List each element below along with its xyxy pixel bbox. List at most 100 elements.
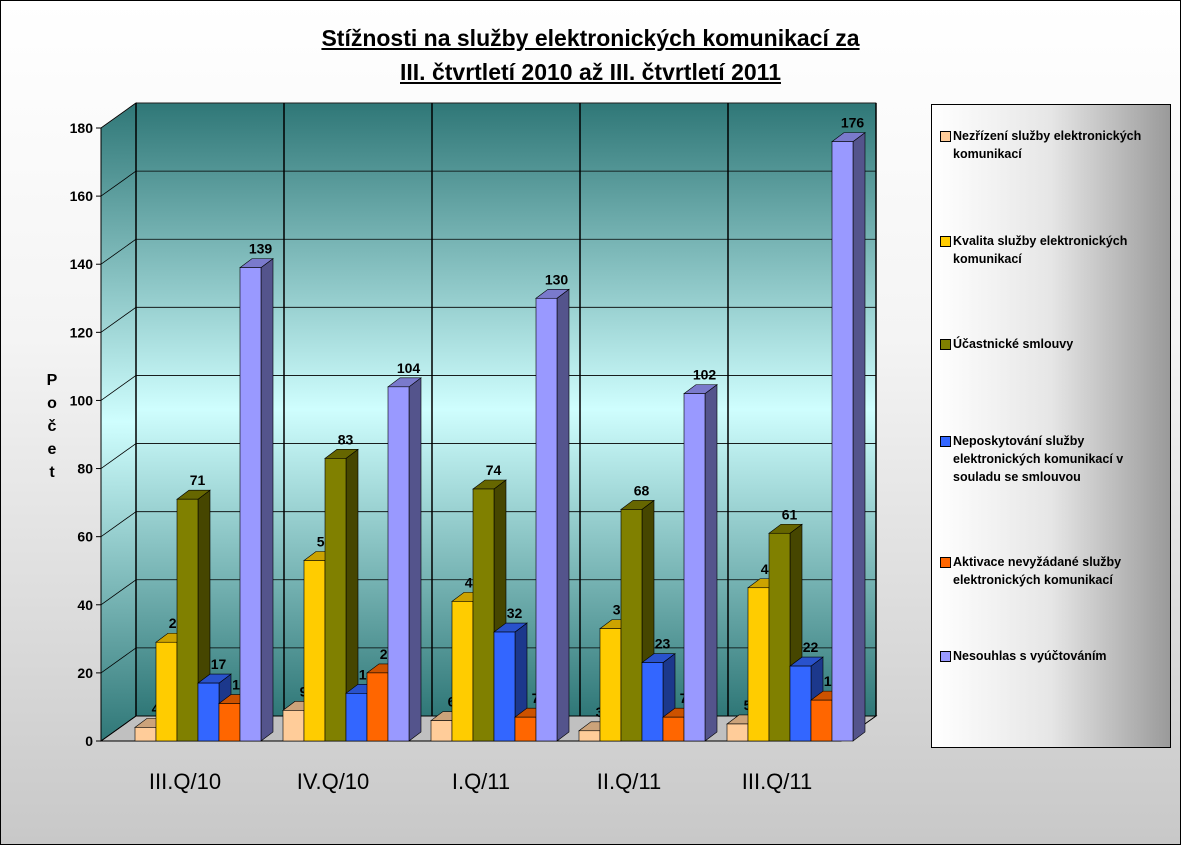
x-tick-label: III.Q/10 xyxy=(149,769,221,794)
data-label: 9 xyxy=(300,683,308,699)
y-tick-label: 100 xyxy=(70,392,94,408)
legend-label: Účastnické smlouvy xyxy=(953,337,1074,351)
grid-line xyxy=(100,102,137,129)
legend-label: Kvalita služby elektronických komunikací xyxy=(953,234,1128,266)
bar xyxy=(662,716,685,742)
x-tick-label: IV.Q/10 xyxy=(297,769,370,794)
bar xyxy=(789,665,812,742)
bar-side xyxy=(704,384,718,742)
bar xyxy=(218,703,241,742)
y-tick-label: 160 xyxy=(70,188,94,204)
bar-side xyxy=(852,132,866,742)
bar xyxy=(641,662,664,742)
data-label: 22 xyxy=(803,639,819,655)
bar xyxy=(451,601,474,742)
bar xyxy=(239,267,262,742)
bar xyxy=(747,587,770,742)
chart-title: Stížnosti na služby elektronických komun… xyxy=(1,21,1180,89)
title-line: Stížnosti na služby elektronických komun… xyxy=(321,25,860,51)
data-label: 104 xyxy=(397,360,421,376)
bar xyxy=(134,727,157,742)
bar-side xyxy=(260,258,274,742)
legend-entry: Aktivace nevyžádané služby elektronickýc… xyxy=(940,553,1162,589)
bar xyxy=(620,509,643,742)
y-tick-label: 20 xyxy=(77,665,93,681)
data-label: 17 xyxy=(211,656,227,672)
legend-swatch xyxy=(940,436,951,447)
bar xyxy=(810,699,833,742)
grid-line xyxy=(100,170,137,197)
grid-line xyxy=(100,715,137,742)
legend-label: Nesouhlas s vyúčtováním xyxy=(953,649,1107,663)
data-label: 74 xyxy=(486,462,502,478)
legend-entry: Kvalita služby elektronických komunikací xyxy=(940,232,1162,268)
y-tick-label: 80 xyxy=(77,461,93,477)
data-label: 71 xyxy=(190,472,206,488)
grid-line xyxy=(100,443,137,469)
bar xyxy=(303,560,326,742)
legend-entry: Neposkytování služby elektronických komu… xyxy=(940,432,1162,486)
legend-entry: Nezřízení služby elektronických komunika… xyxy=(940,127,1162,163)
bar xyxy=(514,716,537,742)
bar xyxy=(599,628,622,742)
bar xyxy=(726,723,749,742)
data-label: 23 xyxy=(655,636,671,652)
bar xyxy=(282,710,305,742)
bar xyxy=(493,631,516,742)
y-tick-label: 0 xyxy=(85,733,93,749)
grid-line xyxy=(100,511,137,537)
data-label: 61 xyxy=(782,506,798,522)
bar xyxy=(366,672,389,742)
data-label: 6 xyxy=(448,694,456,710)
bar xyxy=(155,641,178,742)
grid-line xyxy=(100,647,137,674)
bar xyxy=(324,458,347,742)
data-label: 102 xyxy=(693,367,717,383)
legend-label: Neposkytování služby elektronických komu… xyxy=(953,434,1124,484)
y-axis-label: Počet xyxy=(46,372,58,481)
legend-entry: Účastnické smlouvy xyxy=(940,335,1162,353)
legend-entry: Nesouhlas s vyúčtováním xyxy=(940,647,1162,665)
x-tick-label: II.Q/11 xyxy=(597,769,661,794)
legend-swatch xyxy=(940,236,951,247)
data-label: 3 xyxy=(596,704,604,720)
bar xyxy=(176,498,199,742)
data-label: 4 xyxy=(152,700,160,716)
data-label: 32 xyxy=(507,605,523,621)
legend-swatch xyxy=(940,131,951,142)
bar xyxy=(345,693,368,742)
y-tick-label: 120 xyxy=(70,324,94,340)
bar xyxy=(472,488,495,742)
x-tick-label: I.Q/11 xyxy=(452,769,510,794)
title-line: III. čtvrtletí 2010 až III. čtvrtletí 20… xyxy=(400,59,781,85)
data-label: 139 xyxy=(249,241,273,257)
grid-line xyxy=(100,375,137,401)
bar xyxy=(535,297,558,742)
bar-side xyxy=(408,377,422,742)
y-tick-label: 40 xyxy=(77,597,93,613)
legend-label: Aktivace nevyžádané služby elektronickýc… xyxy=(953,555,1122,587)
bar xyxy=(578,730,601,742)
side-wall xyxy=(100,102,137,742)
bar xyxy=(831,141,854,742)
legend-label: Nezřízení služby elektronických komunika… xyxy=(953,129,1142,161)
data-label: 5 xyxy=(744,697,752,713)
bar xyxy=(430,720,453,742)
data-label: 7 xyxy=(680,690,688,706)
data-label: 130 xyxy=(545,271,569,287)
y-tick-label: 140 xyxy=(70,256,94,272)
grid-line xyxy=(100,238,137,265)
bar xyxy=(197,682,220,742)
bar-side xyxy=(556,288,570,742)
data-label: 83 xyxy=(338,431,354,447)
grid-line xyxy=(100,307,137,333)
bar xyxy=(387,386,410,742)
legend-swatch xyxy=(940,557,951,568)
bar xyxy=(768,532,791,742)
legend-swatch xyxy=(940,651,951,662)
grid-line xyxy=(100,579,137,606)
y-tick-label: 60 xyxy=(77,529,93,545)
data-label: 7 xyxy=(532,690,540,706)
